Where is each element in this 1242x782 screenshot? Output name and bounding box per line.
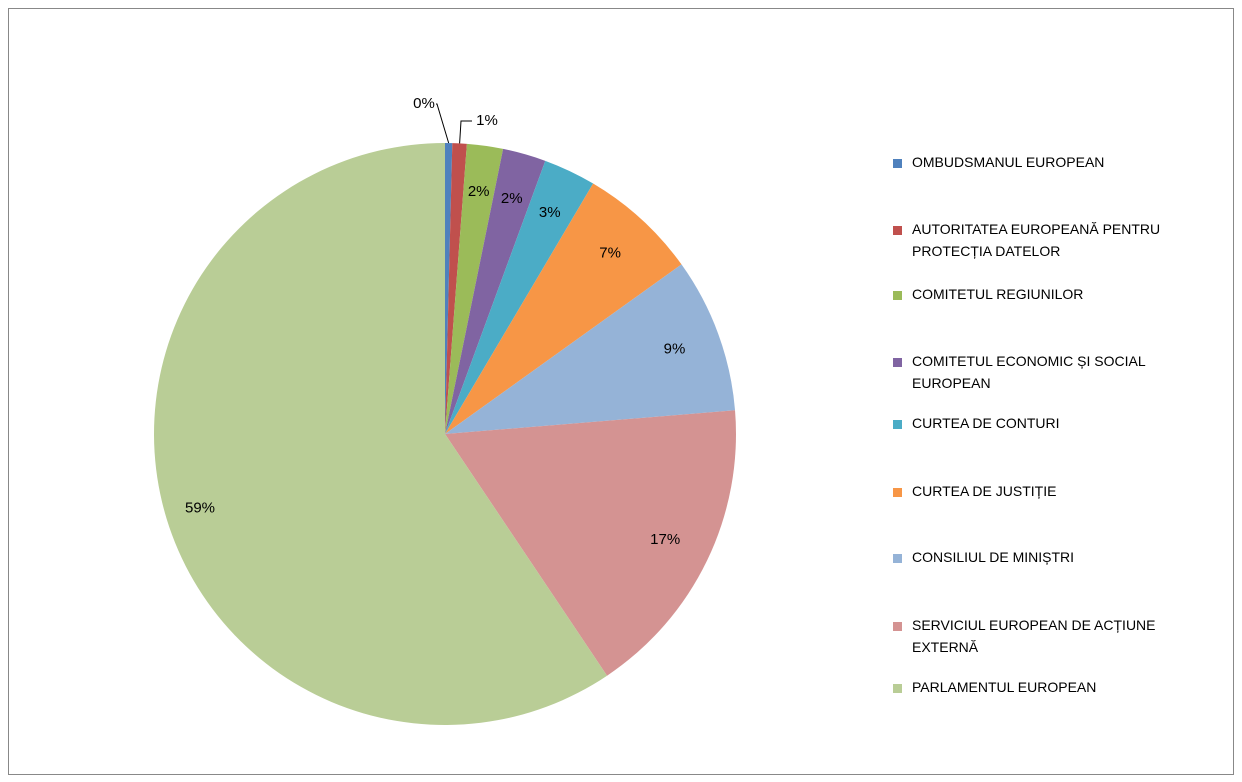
- legend-swatch: [893, 554, 902, 563]
- legend-swatch: [893, 488, 902, 497]
- data-label: 3%: [539, 204, 561, 221]
- data-label: 7%: [599, 245, 621, 262]
- leader-line: [436, 103, 450, 144]
- legend-label: SERVICIUL EUROPEAN DE ACȚIUNE EXTERNĂ: [912, 617, 1156, 655]
- legend-label: AUTORITATEA EUROPEANĂ PENTRU PROTECȚIA D…: [912, 221, 1161, 259]
- pie-slice: [445, 143, 453, 434]
- data-label: 1%: [476, 112, 498, 129]
- data-label: 0%: [413, 95, 435, 112]
- legend-entry: CURTEA DE JUSTIȚIE: [893, 483, 1223, 502]
- legend-label: OMBUDSMANUL EUROPEAN: [912, 154, 1105, 170]
- data-label: 59%: [185, 499, 215, 516]
- legend-swatch: [893, 622, 902, 631]
- pie-slice: [445, 410, 736, 676]
- legend-entry: OMBUDSMANUL EUROPEAN: [893, 154, 1223, 173]
- legend-label: COMITETUL ECONOMIC ȘI SOCIAL EUROPEAN: [912, 353, 1146, 391]
- pie-slice: [445, 264, 736, 434]
- legend-entry: COMITETUL ECONOMIC ȘI SOCIAL EUROPEAN: [893, 353, 1223, 394]
- legend-swatch: [893, 159, 902, 168]
- pie-slice: [445, 148, 546, 434]
- legend-swatch: [893, 291, 902, 300]
- legend-label: CONSILIUL DE MINIȘTRI: [912, 549, 1075, 565]
- legend-swatch: [893, 358, 902, 367]
- pie-slice: [154, 143, 608, 725]
- pie-slice: [445, 183, 682, 434]
- legend-entry: SERVICIUL EUROPEAN DE ACȚIUNE EXTERNĂ: [893, 617, 1223, 658]
- legend-label: COMITETUL REGIUNILOR: [912, 286, 1084, 302]
- data-label: 17%: [650, 531, 680, 548]
- data-label: 9%: [664, 341, 686, 358]
- legend-label: PARLAMENTUL EUROPEAN: [912, 679, 1097, 695]
- legend-label: CURTEA DE JUSTIȚIE: [912, 483, 1057, 499]
- legend-swatch: [893, 226, 902, 235]
- pie-slice: [445, 143, 467, 434]
- pie-slice: [445, 160, 594, 435]
- pie-slice: [445, 143, 504, 434]
- legend-entry: COMITETUL REGIUNILOR: [893, 286, 1223, 305]
- data-label: 2%: [468, 183, 490, 200]
- legend-entry: CONSILIUL DE MINIȘTRI: [893, 549, 1223, 568]
- legend-entry: CURTEA DE CONTURI: [893, 415, 1223, 434]
- legend-swatch: [893, 420, 902, 429]
- legend-entry: AUTORITATEA EUROPEANĂ PENTRU PROTECȚIA D…: [893, 221, 1223, 262]
- legend-label: CURTEA DE CONTURI: [912, 415, 1060, 431]
- data-label: 2%: [501, 190, 523, 207]
- legend-entry: PARLAMENTUL EUROPEAN: [893, 679, 1223, 698]
- legend-swatch: [893, 684, 902, 693]
- leader-line: [459, 120, 472, 144]
